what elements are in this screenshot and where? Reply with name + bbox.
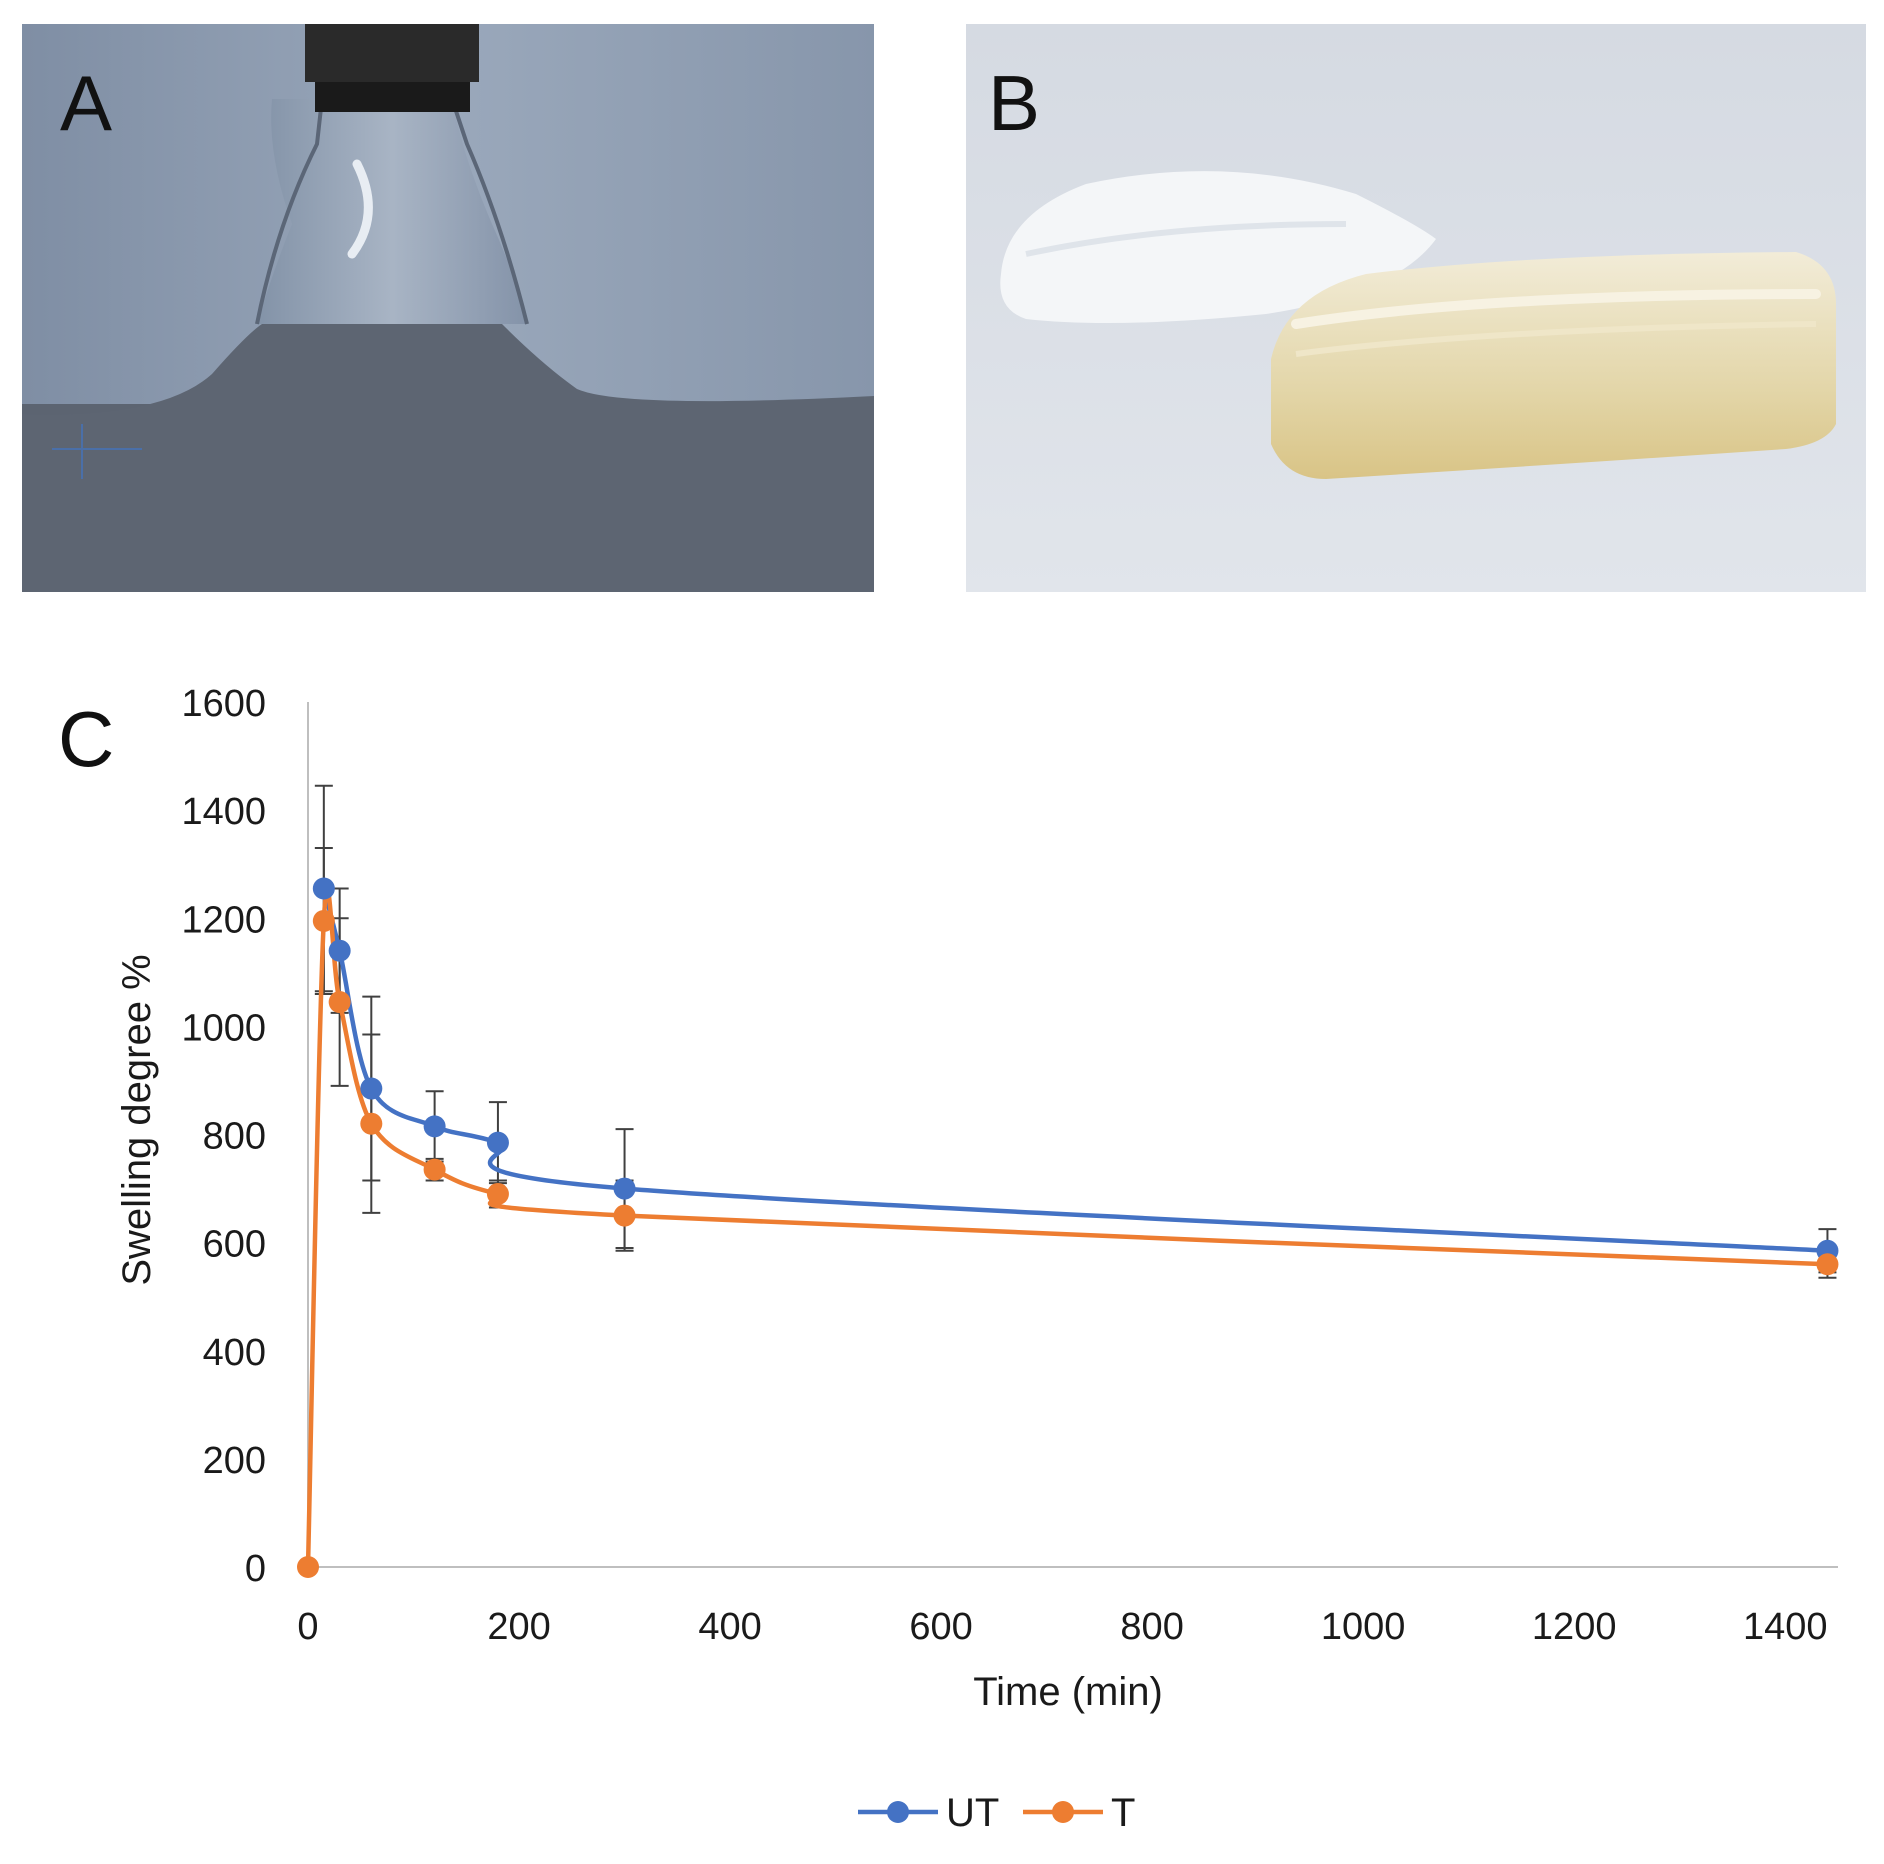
legend-label-UT: UT	[946, 1791, 999, 1835]
y-axis-label: Swelling degree %	[115, 954, 159, 1285]
series-line-UT	[321, 887, 1828, 1253]
data-point-T	[312, 909, 335, 932]
data-point-UT	[312, 877, 335, 900]
data-point-T	[328, 991, 351, 1014]
y-tick-label: 400	[203, 1332, 266, 1374]
chart-axes	[307, 702, 1838, 1568]
data-point-UT	[423, 1115, 446, 1138]
data-point-UT	[328, 939, 351, 962]
y-tick-label: 0	[245, 1548, 266, 1590]
panel-a-label: A	[60, 59, 113, 147]
series-points	[297, 877, 1839, 1578]
data-point-UT	[613, 1177, 636, 1200]
panel-a-photo: A	[22, 24, 874, 592]
data-point-UT	[486, 1131, 509, 1154]
y-tick-label: 600	[203, 1224, 266, 1266]
y-tick-label: 1400	[181, 791, 266, 833]
x-tick-label: 0	[297, 1606, 318, 1648]
contact-angle-photo	[22, 24, 874, 592]
y-tick-label: 1200	[181, 899, 266, 941]
series-lines	[305, 886, 1828, 1568]
data-point-UT	[360, 1077, 383, 1100]
x-tick-label: 1400	[1743, 1606, 1828, 1648]
panel-b-photo: B	[966, 24, 1866, 592]
x-tick-label: 1200	[1532, 1606, 1617, 1648]
x-tick-label: 200	[487, 1606, 550, 1648]
hydrogel-samples-photo	[966, 24, 1866, 592]
legend: UT T	[858, 1791, 1135, 1835]
x-tick-label: 400	[698, 1606, 761, 1648]
data-point-T	[360, 1112, 383, 1135]
panel-b-label: B	[988, 59, 1041, 147]
legend-marker-UT	[887, 1801, 909, 1823]
y-tick-label: 1000	[181, 1007, 266, 1049]
data-point-T	[423, 1158, 446, 1181]
data-point-T	[613, 1204, 636, 1227]
y-tick-label: 200	[203, 1440, 266, 1482]
error-bars	[314, 784, 1837, 1279]
y-tick-label: 1600	[181, 683, 266, 725]
x-tick-label: 800	[1120, 1606, 1183, 1648]
series-line-T	[305, 886, 1828, 1568]
swelling-chart: 0 200 400 600 800 1000 1200 1400 1600 0 200 400 600…	[115, 683, 1839, 1835]
x-tick-label: 600	[909, 1606, 972, 1648]
legend-label-T: T	[1111, 1791, 1135, 1835]
data-point-T	[1816, 1253, 1839, 1276]
panel-c-chart: C 0 200 400 600 800 1000 1200 1400 1600 0 200 400 6…	[0, 640, 1884, 1859]
x-tick-label: 1000	[1321, 1606, 1406, 1648]
y-tick-label: 800	[203, 1116, 266, 1158]
panel-c-label: C	[58, 695, 115, 783]
x-axis-label: Time (min)	[973, 1670, 1163, 1714]
y-tick-labels: 0 200 400 600 800 1000 1200 1400 1600	[181, 683, 266, 1590]
legend-marker-T	[1052, 1801, 1074, 1823]
data-point-T	[297, 1556, 319, 1578]
data-point-T	[486, 1182, 509, 1205]
x-tick-labels: 0 200 400 600 800 1000 1200 1400	[297, 1606, 1827, 1648]
